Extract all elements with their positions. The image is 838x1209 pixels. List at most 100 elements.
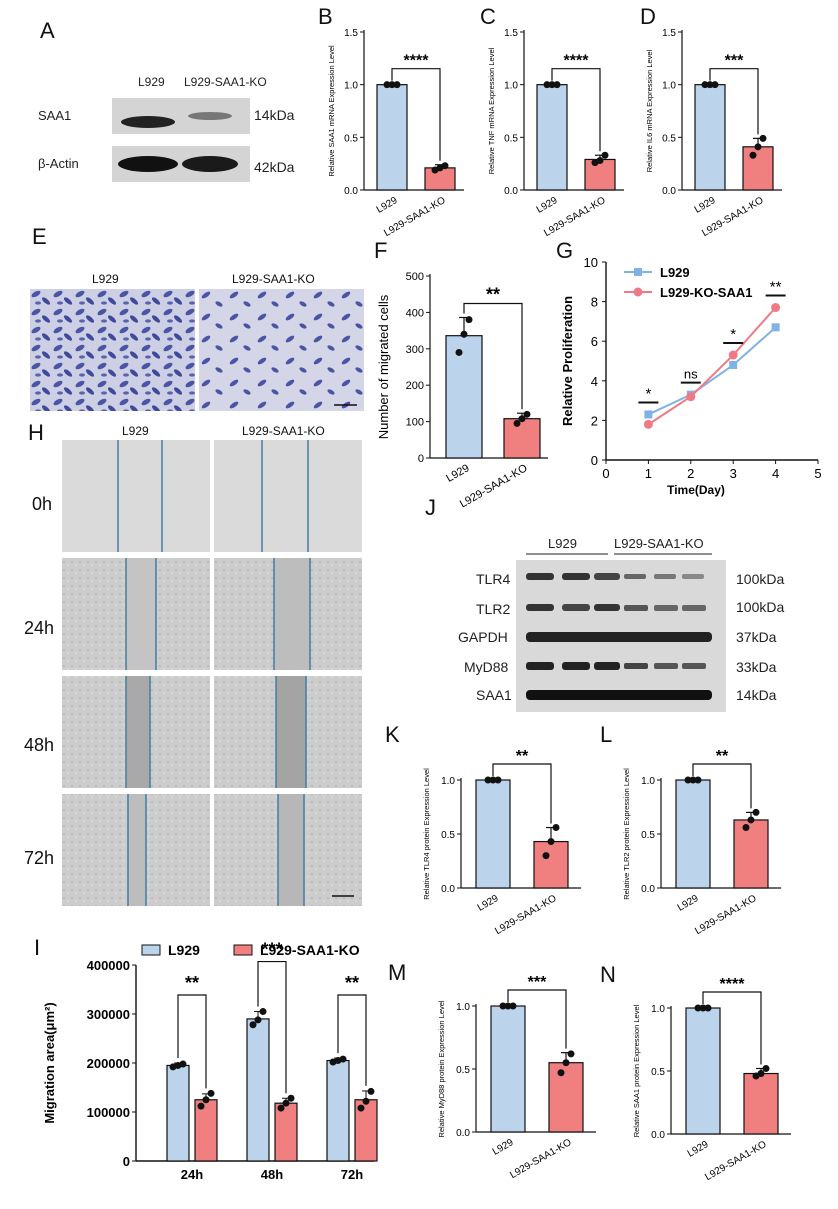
bar <box>536 84 568 191</box>
y-tick-label: 100000 <box>87 1105 130 1120</box>
data-point <box>694 1004 702 1012</box>
transwell-label: L929-SAA1-KO <box>232 272 315 286</box>
data-point <box>553 81 561 89</box>
y-axis-label: Relative MyD88 protein Expression Level <box>437 1000 446 1137</box>
y-tick-label: 1.5 <box>344 28 358 39</box>
y-tick-label: 2 <box>591 413 598 428</box>
significance-bracket <box>177 994 207 1089</box>
data-point <box>357 1104 365 1112</box>
x-tick-label: L929-SAA1-KO <box>508 1137 573 1181</box>
y-tick-label: 1.0 <box>456 1002 470 1013</box>
y-tick-label: 400000 <box>87 958 130 973</box>
significance-label: **** <box>720 976 746 993</box>
blot-j-kda: 100kDa <box>736 599 784 615</box>
y-axis-label: Relative TNF mRNA Expression Level <box>487 47 496 174</box>
x-tick-label: L929 <box>476 893 501 914</box>
significance-label: ** <box>716 748 729 765</box>
blot-j-kda: 33kDa <box>736 659 777 675</box>
bar <box>533 840 569 889</box>
data-point <box>699 1004 707 1012</box>
panel-letter-f: F <box>374 238 388 263</box>
data-point <box>684 776 692 784</box>
data-point <box>557 1069 565 1077</box>
bar <box>475 779 511 889</box>
data-point <box>562 1059 570 1067</box>
data-point <box>747 816 755 824</box>
data-point <box>547 838 555 846</box>
y-tick-label: 0 <box>123 1154 130 1169</box>
blot-j-bands <box>526 573 712 700</box>
x-tick-label: 5 <box>814 466 821 481</box>
panel-letter-b: B <box>318 4 333 29</box>
legend-marker <box>634 268 642 276</box>
data-point <box>643 419 653 429</box>
y-tick-label: 1.0 <box>344 81 358 92</box>
data-point <box>513 419 521 427</box>
significance-label: *** <box>528 974 547 991</box>
y-tick-label: 0.5 <box>504 133 518 144</box>
y-tick-label: 200 <box>406 380 424 392</box>
data-point <box>601 151 609 159</box>
blot-band <box>182 156 238 172</box>
y-tick-label: 1.5 <box>504 28 518 39</box>
significance-label: * <box>730 326 736 343</box>
y-tick-label: 1.0 <box>662 81 676 92</box>
significance-label: *** <box>725 53 744 70</box>
data-point <box>202 1096 210 1104</box>
y-tick-label: 0.0 <box>641 884 655 895</box>
blot-j-col-label: L929-SAA1-KO <box>614 536 704 551</box>
data-point <box>254 1016 262 1024</box>
y-axis-label: Relative IL6 mRNA Expression Level <box>645 49 654 172</box>
x-tick-label: 72h <box>341 1167 363 1182</box>
bar <box>376 84 408 191</box>
data-point <box>499 1002 507 1010</box>
significance-bracket <box>492 763 552 824</box>
y-tick-label: 400 <box>406 307 424 319</box>
y-axis-label: Number of migrated cells <box>376 294 391 439</box>
x-tick-label: 3 <box>730 466 737 481</box>
bar <box>742 146 774 191</box>
y-axis-label: Relative Proliferation <box>560 296 575 426</box>
scratch-row-label: 48h <box>24 735 55 755</box>
y-tick-label: 1.0 <box>441 776 455 787</box>
data-point <box>704 1004 712 1012</box>
western-blot-a: L929 L929-SAA1-KO SAA1 β-Actin 14kDa 42k… <box>38 75 295 182</box>
scratch-tile <box>62 440 210 552</box>
y-tick-label: 1.5 <box>662 28 676 39</box>
significance-label: ** <box>516 748 529 765</box>
x-tick-label: 0 <box>602 466 609 481</box>
y-tick-label: 8 <box>591 295 598 310</box>
y-tick-label: 500 <box>406 271 424 283</box>
legend-label: L929 <box>168 942 200 958</box>
y-tick-label: 300 <box>406 344 424 356</box>
panel-letter-a: A <box>40 18 55 43</box>
data-point <box>567 1050 575 1058</box>
y-tick-label: 0.5 <box>641 830 655 841</box>
data-point <box>179 1060 187 1068</box>
data-point <box>742 824 750 832</box>
x-tick-label: L929 <box>375 195 400 216</box>
x-tick-label: L929-SAA1-KO <box>493 893 558 937</box>
y-tick-label: 0.0 <box>344 186 358 197</box>
blot-a-row-label: β-Actin <box>38 156 79 171</box>
significance-bracket <box>702 991 762 1065</box>
y-tick-label: 0.5 <box>662 133 676 144</box>
bar <box>166 1064 190 1162</box>
blot-a-row-label: SAA1 <box>38 108 71 123</box>
panel-letter-c: C <box>480 4 496 29</box>
data-point <box>728 350 738 360</box>
data-point <box>509 1002 517 1010</box>
data-point <box>552 824 560 832</box>
western-blot-j: L929 L929-SAA1-KO TLR4 TLR2 GAPDH MyD88 … <box>458 536 784 712</box>
blot-band <box>118 156 178 172</box>
scratch-col-label: L929 <box>122 424 149 438</box>
bar <box>694 84 726 191</box>
data-point <box>752 808 760 816</box>
data-point <box>543 81 551 89</box>
x-tick-label: L929-SAA1-KO <box>703 1139 768 1183</box>
scratch-tile <box>214 440 362 552</box>
data-point <box>494 776 502 784</box>
significance-bracket <box>463 302 523 410</box>
blot-j-row-label: TLR2 <box>476 601 510 617</box>
data-point <box>542 852 550 860</box>
